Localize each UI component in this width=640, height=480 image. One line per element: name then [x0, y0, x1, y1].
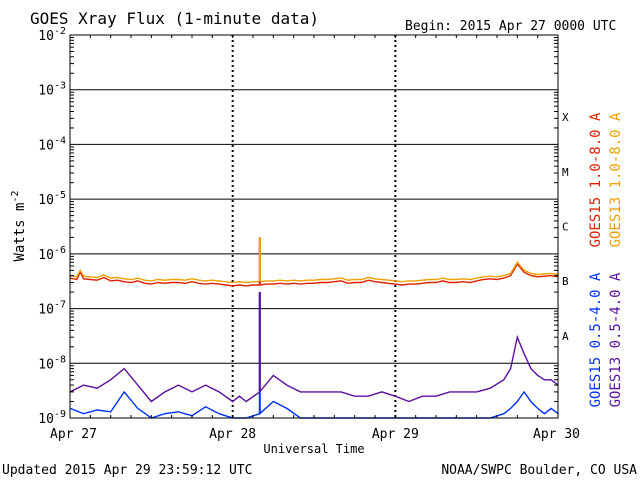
legend-label: GOES13 0.5-4.0 A: [608, 272, 624, 407]
y-tick-label: 10-6: [38, 245, 66, 263]
svg-text:Watts m-2: Watts m-2: [10, 190, 28, 261]
x-tick-label: Apr 27: [50, 427, 97, 442]
y-tick-label-exponent: -7: [54, 300, 66, 311]
y-tick-label-base: 10: [38, 412, 54, 427]
y-tick-label-exponent: -9: [54, 409, 66, 420]
y-tick-label: 10-3: [38, 81, 66, 99]
y-tick-label: 10-5: [38, 190, 66, 208]
series-line-1: [69, 261, 559, 284]
y-tick-label-base: 10: [38, 248, 54, 263]
legend: GOES15 1.0-8.0 A GOES13 1.0-8.0 A GOES15 0…: [588, 112, 624, 407]
series-line-3: [69, 334, 559, 403]
y-axis-label: Watts m: [12, 203, 28, 262]
x-tick-label: Apr 28: [209, 427, 256, 442]
x-tick-label: Apr 29: [372, 427, 419, 442]
y-axis-label-exponent: -2: [10, 190, 21, 202]
flare-class-label: X: [562, 111, 569, 124]
y-tick-label: 10-9: [38, 409, 66, 427]
series-line-0: [69, 262, 559, 287]
y-tick-label-exponent: -8: [54, 354, 66, 365]
begin-time: Begin: 2015 Apr 27 0000 UTC: [405, 19, 616, 34]
legend-entry: GOES15 1.0-8.0 A: [588, 112, 604, 247]
x-axis-label: Universal Time: [263, 442, 364, 456]
legend-entry: GOES15 0.5-4.0 A: [588, 272, 604, 407]
flare-class-label: A: [562, 330, 569, 343]
y-tick-label-exponent: -5: [54, 190, 66, 201]
flare-class-label: B: [562, 275, 569, 288]
y-axis-label-group: Watts m-2: [10, 190, 28, 261]
y-tick-label-base: 10: [38, 193, 54, 208]
legend-label: GOES15 0.5-4.0 A: [588, 272, 604, 407]
y-tick-label-exponent: -4: [54, 135, 66, 146]
y-tick-label: 10-7: [38, 300, 66, 318]
y-tick-label-base: 10: [38, 29, 54, 44]
y-tick-label-exponent: -3: [54, 81, 66, 92]
plot-series: [69, 237, 559, 419]
y-tick-label-base: 10: [38, 357, 54, 372]
y-tick-label-exponent: -2: [54, 26, 66, 37]
y-tick-label: 10-8: [38, 354, 66, 372]
updated-timestamp: Updated 2015 Apr 29 23:59:12 UTC: [2, 463, 252, 478]
legend-entry: GOES13 0.5-4.0 A: [608, 272, 624, 407]
y-tick-label: 10-4: [38, 135, 66, 153]
y-tick-label-base: 10: [38, 138, 54, 153]
y-tick-label-base: 10: [38, 84, 54, 99]
gridlines: [70, 35, 558, 418]
y-tick-label: 10-2: [38, 26, 66, 44]
y-tick-label-exponent: -6: [54, 245, 66, 256]
legend-label: GOES13 1.0-8.0 A: [608, 112, 624, 247]
plot-frame: [69, 34, 559, 419]
flare-class-label: M: [562, 166, 569, 179]
legend-label: GOES15 1.0-8.0 A: [588, 112, 604, 247]
x-tick-label: Apr 30: [533, 427, 580, 442]
credit-text: NOAA/SWPC Boulder, CO USA: [441, 463, 637, 478]
chart-title: GOES Xray Flux (1-minute data): [30, 9, 319, 28]
y-tick-label-base: 10: [38, 303, 54, 318]
legend-entry: GOES13 1.0-8.0 A: [608, 112, 624, 247]
flare-class-label: C: [562, 221, 569, 234]
